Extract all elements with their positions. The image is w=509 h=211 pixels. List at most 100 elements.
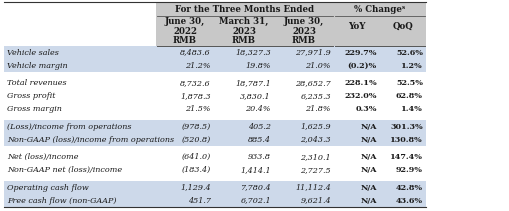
- Text: Vehicle margin: Vehicle margin: [7, 62, 68, 70]
- Text: 18,327.3: 18,327.3: [235, 49, 270, 57]
- Text: 130.8%: 130.8%: [389, 135, 422, 143]
- Text: N/A: N/A: [360, 123, 376, 131]
- Bar: [156, 17, 214, 36]
- Text: 52.5%: 52.5%: [395, 79, 422, 87]
- Bar: [4, 89, 425, 103]
- Text: % Changeˢ: % Changeˢ: [354, 5, 405, 14]
- Bar: [379, 17, 425, 36]
- Bar: [273, 2, 333, 17]
- Text: (641.0): (641.0): [181, 153, 211, 161]
- Text: (520.8): (520.8): [181, 135, 211, 143]
- Text: Operating cash flow: Operating cash flow: [7, 184, 89, 192]
- Text: N/A: N/A: [360, 153, 376, 161]
- Text: 21.0%: 21.0%: [305, 62, 330, 70]
- Text: 1,878.3: 1,878.3: [180, 92, 211, 100]
- Bar: [4, 17, 156, 36]
- Text: 20.4%: 20.4%: [245, 105, 270, 113]
- Text: 62.8%: 62.8%: [395, 92, 422, 100]
- Text: 18,787.1: 18,787.1: [235, 79, 270, 87]
- Text: Gross profit: Gross profit: [7, 92, 55, 100]
- Text: (183.4): (183.4): [181, 166, 211, 174]
- Text: 1.2%: 1.2%: [401, 62, 422, 70]
- Text: N/A: N/A: [360, 135, 376, 143]
- Text: June 30,
2022: June 30, 2022: [164, 17, 205, 36]
- Text: 3,830.1: 3,830.1: [240, 92, 270, 100]
- Text: 232.0%: 232.0%: [344, 92, 376, 100]
- Text: 405.2: 405.2: [247, 123, 270, 131]
- Text: Net (loss)/income: Net (loss)/income: [7, 153, 78, 161]
- Bar: [4, 46, 425, 59]
- Text: 21.2%: 21.2%: [185, 62, 211, 70]
- Text: 6,235.3: 6,235.3: [300, 92, 330, 100]
- Text: N/A: N/A: [360, 184, 376, 192]
- Bar: [379, 36, 425, 46]
- Text: Vehicle sales: Vehicle sales: [7, 49, 59, 57]
- Bar: [333, 17, 379, 36]
- Bar: [4, 133, 425, 146]
- Bar: [4, 194, 425, 207]
- Text: Non-GAAP net (loss)/income: Non-GAAP net (loss)/income: [7, 166, 122, 174]
- Bar: [4, 77, 425, 89]
- Bar: [333, 2, 379, 17]
- Text: (978.5): (978.5): [181, 123, 211, 131]
- Text: June 30,
2023: June 30, 2023: [284, 17, 324, 36]
- Bar: [333, 36, 379, 46]
- Text: 2,727.5: 2,727.5: [300, 166, 330, 174]
- Bar: [4, 181, 425, 194]
- Bar: [4, 115, 425, 120]
- Text: 147.4%: 147.4%: [389, 153, 422, 161]
- Text: 42.8%: 42.8%: [395, 184, 422, 192]
- Bar: [273, 36, 333, 46]
- Text: 0.3%: 0.3%: [355, 105, 376, 113]
- Bar: [4, 164, 425, 177]
- Bar: [4, 177, 425, 181]
- Text: Free cash flow (non-GAAP): Free cash flow (non-GAAP): [7, 196, 116, 204]
- Text: 1,414.1: 1,414.1: [240, 166, 270, 174]
- Text: (Loss)/income from operations: (Loss)/income from operations: [7, 123, 131, 131]
- Text: 52.6%: 52.6%: [395, 49, 422, 57]
- Text: 229.7%: 229.7%: [344, 49, 376, 57]
- Text: 19.8%: 19.8%: [245, 62, 270, 70]
- Bar: [4, 36, 156, 46]
- Text: Total revenues: Total revenues: [7, 79, 67, 87]
- Text: 92.9%: 92.9%: [395, 166, 422, 174]
- Text: RMB: RMB: [232, 37, 256, 45]
- Text: 21.5%: 21.5%: [185, 105, 211, 113]
- Text: Non-GAAP (loss)/income from operations: Non-GAAP (loss)/income from operations: [7, 135, 174, 143]
- Text: YoY: YoY: [348, 22, 365, 31]
- Text: 21.8%: 21.8%: [305, 105, 330, 113]
- Text: 7,780.4: 7,780.4: [240, 184, 270, 192]
- Bar: [156, 36, 214, 46]
- Text: 885.4: 885.4: [247, 135, 270, 143]
- Bar: [4, 2, 156, 17]
- Bar: [214, 36, 273, 46]
- Bar: [4, 72, 425, 77]
- Text: 9,621.4: 9,621.4: [300, 196, 330, 204]
- Text: 6,702.1: 6,702.1: [240, 196, 270, 204]
- Bar: [214, 2, 273, 17]
- Bar: [273, 17, 333, 36]
- Text: N/A: N/A: [360, 166, 376, 174]
- Text: 301.3%: 301.3%: [389, 123, 422, 131]
- Text: (0.2)%: (0.2)%: [347, 62, 376, 70]
- Bar: [4, 150, 425, 164]
- Bar: [4, 146, 425, 150]
- Text: 1.4%: 1.4%: [401, 105, 422, 113]
- Text: 8,483.6: 8,483.6: [180, 49, 211, 57]
- Bar: [4, 59, 425, 72]
- Text: RMB: RMB: [292, 37, 316, 45]
- Text: QoQ: QoQ: [392, 22, 413, 31]
- Bar: [214, 17, 273, 36]
- Text: 1,129.4: 1,129.4: [180, 184, 211, 192]
- Text: March 31,
2023: March 31, 2023: [219, 17, 268, 36]
- Text: 27,971.9: 27,971.9: [295, 49, 330, 57]
- Text: 1,625.9: 1,625.9: [300, 123, 330, 131]
- Text: 228.1%: 228.1%: [344, 79, 376, 87]
- Text: RMB: RMB: [173, 37, 196, 45]
- Bar: [156, 2, 214, 17]
- Bar: [4, 120, 425, 133]
- Text: 451.7: 451.7: [188, 196, 211, 204]
- Bar: [4, 103, 425, 115]
- Text: 2,310.1: 2,310.1: [300, 153, 330, 161]
- Text: 28,652.7: 28,652.7: [295, 79, 330, 87]
